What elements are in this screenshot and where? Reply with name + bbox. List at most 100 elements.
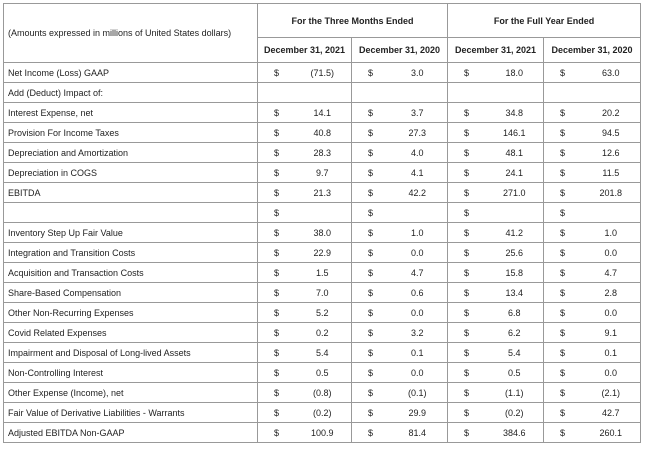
value-cell: 63.0 — [581, 62, 642, 83]
value-cell: 0.0 — [387, 362, 449, 383]
value-cell: 5.2 — [293, 302, 352, 323]
row-label: Depreciation and Amortization — [3, 142, 258, 163]
value-cell: 1.5 — [293, 262, 352, 283]
value-cell: 0.0 — [387, 242, 449, 263]
value-cell: 7.0 — [293, 282, 352, 303]
value-cell: 34.8 — [485, 102, 545, 123]
currency-cell: $ — [447, 282, 486, 303]
currency-cell: $ — [447, 382, 486, 403]
currency-cell: $ — [447, 122, 486, 143]
value-cell: 4.7 — [581, 262, 642, 283]
currency-cell: $ — [447, 222, 486, 243]
value-cell: 9.7 — [293, 162, 352, 183]
value-cell — [581, 82, 642, 103]
value-cell: 3.7 — [387, 102, 449, 123]
currency-cell: $ — [351, 102, 388, 123]
value-cell: 18.0 — [485, 62, 545, 83]
currency-cell — [543, 82, 582, 103]
currency-cell: $ — [351, 182, 388, 203]
period-header: December 31, 2020 — [350, 37, 449, 63]
table-row: $ $ $ $ — [3, 202, 642, 223]
value-cell: 260.1 — [581, 422, 642, 443]
value-cell: (0.1) — [387, 382, 449, 403]
value-cell: 146.1 — [485, 122, 545, 143]
currency-cell: $ — [257, 402, 294, 423]
value-cell: 24.1 — [485, 162, 545, 183]
value-cell: 94.5 — [581, 122, 642, 143]
table-row: Impairment and Disposal of Long-lived As… — [3, 342, 642, 363]
value-cell: 20.2 — [581, 102, 642, 123]
currency-cell: $ — [543, 62, 582, 83]
currency-cell: $ — [447, 322, 486, 343]
value-cell: 12.6 — [581, 142, 642, 163]
currency-cell: $ — [351, 302, 388, 323]
financial-table: (Amounts expressed in millions of United… — [3, 3, 642, 443]
value-cell — [581, 202, 642, 223]
value-cell: 1.0 — [387, 222, 449, 243]
currency-cell: $ — [257, 242, 294, 263]
table-header: (Amounts expressed in millions of United… — [3, 3, 642, 63]
currency-cell: $ — [447, 102, 486, 123]
value-cell: 38.0 — [293, 222, 352, 243]
currency-cell: $ — [543, 342, 582, 363]
currency-cell: $ — [351, 362, 388, 383]
currency-cell: $ — [543, 422, 582, 443]
currency-cell: $ — [447, 242, 486, 263]
value-cell: (2.1) — [581, 382, 642, 403]
table-row: Non-Controlling Interest $0.5 $0.0 $0.5 $0.0 — [3, 362, 642, 383]
currency-cell: $ — [351, 142, 388, 163]
currency-cell: $ — [543, 302, 582, 323]
value-cell: (1.1) — [485, 382, 545, 403]
table-row: Share-Based Compensation $7.0 $0.6 $13.4 $2.… — [3, 282, 642, 303]
currency-cell: $ — [543, 182, 582, 203]
value-cell: 384.6 — [485, 422, 545, 443]
value-cell: 3.2 — [387, 322, 449, 343]
currency-cell — [257, 82, 294, 103]
row-label: Other Expense (Income), net — [3, 382, 258, 403]
value-cell: 81.4 — [387, 422, 449, 443]
row-label: Inventory Step Up Fair Value — [3, 222, 258, 243]
value-cell: (0.2) — [293, 402, 352, 423]
currency-cell: $ — [351, 202, 388, 223]
table-row: Fair Value of Derivative Liabilities - W… — [3, 402, 642, 423]
value-cell: 271.0 — [485, 182, 545, 203]
row-label: EBITDA — [3, 182, 258, 203]
value-cell: 42.2 — [387, 182, 449, 203]
currency-cell: $ — [351, 262, 388, 283]
currency-cell: $ — [447, 342, 486, 363]
value-cell: 0.1 — [387, 342, 449, 363]
value-cell: 25.6 — [485, 242, 545, 263]
value-cell — [387, 82, 449, 103]
value-cell: 2.8 — [581, 282, 642, 303]
header-row: December 31, 2021 December 31, 2020 Dece… — [4, 37, 642, 63]
currency-cell: $ — [447, 142, 486, 163]
currency-cell — [447, 82, 486, 103]
table-row: Adjusted EBITDA Non-GAAP $100.9 $81.4 $384.… — [3, 422, 642, 443]
value-cell: 28.3 — [293, 142, 352, 163]
table-row: Other Expense (Income), net $ (0.8) $ (0.1) $… — [3, 382, 642, 403]
period-header: December 31, 2021 — [447, 37, 545, 63]
value-cell: (0.8) — [293, 382, 352, 403]
currency-cell: $ — [351, 382, 388, 403]
currency-cell: $ — [351, 342, 388, 363]
value-cell: 4.0 — [387, 142, 449, 163]
value-cell: 15.8 — [485, 262, 545, 283]
currency-cell: $ — [351, 162, 388, 183]
period-header: December 31, 2020 — [543, 37, 642, 63]
row-label: Fair Value of Derivative Liabilities - W… — [3, 402, 258, 423]
row-label: Share-Based Compensation — [3, 282, 258, 303]
value-cell: 1.0 — [581, 222, 642, 243]
value-cell: 0.6 — [387, 282, 449, 303]
value-cell — [293, 82, 352, 103]
currency-cell: $ — [543, 402, 582, 423]
currency-cell: $ — [257, 302, 294, 323]
table-row: Covid Related Expenses $0.2 $3.2 $6.2 $9.1 — [3, 322, 642, 343]
value-cell — [485, 202, 545, 223]
currency-cell: $ — [447, 302, 486, 323]
currency-cell: $ — [257, 162, 294, 183]
currency-cell: $ — [351, 402, 388, 423]
currency-cell: $ — [543, 142, 582, 163]
currency-cell: $ — [543, 362, 582, 383]
row-label: Net Income (Loss) GAAP — [3, 62, 258, 83]
